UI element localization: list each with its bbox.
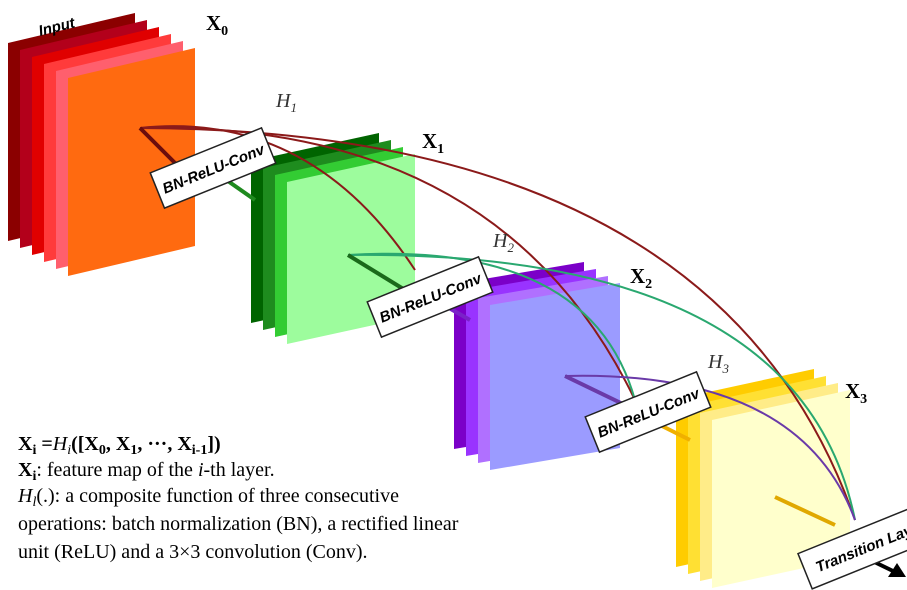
layer-label: X0 (206, 11, 228, 39)
eq-part: X (177, 433, 192, 455)
note-part: operations: batch normalization (BN), a … (18, 513, 459, 535)
note: operations: batch normalization (BN), a … (18, 513, 459, 535)
label-sub: 0 (221, 24, 228, 39)
legend-text: Xi =Hi([X0, X1, ···, Xi-1]) Xi: feature … (17, 433, 459, 563)
note-part: -th layer. (204, 459, 275, 481)
label-sub: 3 (721, 361, 729, 376)
label-main: X (630, 264, 645, 288)
label-sub: 1 (290, 100, 297, 115)
label-main: X (845, 379, 860, 403)
label-sub: 2 (507, 240, 514, 255)
label-main: X (422, 129, 437, 153)
label-main: H (492, 230, 509, 252)
note: Xi: feature map of the i-th layer. (18, 459, 275, 484)
note-part: H (17, 485, 34, 507)
label-sub: 3 (860, 392, 867, 407)
eq-sub: i-1 (192, 443, 208, 458)
eq-part: , (106, 433, 116, 455)
eq-sub: 0 (99, 443, 106, 458)
eq-part: ([ (71, 433, 84, 455)
label-sub: 2 (645, 277, 652, 292)
function-label: H3 (707, 351, 729, 376)
eq-part: , ···, (137, 433, 177, 455)
function-label: H2 (492, 230, 514, 255)
eq-part: X (84, 433, 99, 455)
note-part: (.): a composite function of three conse… (36, 485, 399, 507)
label-main: H (707, 351, 724, 373)
equation: Xi =Hi([X0, X1, ···, Xi-1]) (18, 433, 221, 458)
layer-label: X2 (630, 264, 652, 292)
eq-part: X (116, 433, 131, 455)
eq-part: ]) (207, 433, 220, 455)
note-part: : feature map of the (36, 459, 198, 481)
layer-label: X3 (845, 379, 867, 407)
layer-label: X1 (422, 129, 444, 157)
label-main: H (275, 90, 292, 112)
function-label: H1 (275, 90, 297, 115)
label-sub: 1 (437, 142, 444, 157)
label-main: X (206, 11, 221, 35)
eq-sub: 1 (130, 443, 137, 458)
eq-part: X (18, 433, 33, 455)
note-part: X (18, 459, 33, 481)
eq-part: = (36, 433, 52, 455)
note: Hl(.): a composite function of three con… (17, 485, 399, 510)
note: unit (ReLU) and a 3×3 convolution (Conv)… (18, 541, 368, 563)
eq-part: H (52, 433, 69, 455)
diagram: BN-ReLU-ConvBN-ReLU-ConvBN-ReLU-ConvTran… (0, 0, 907, 590)
note-part: unit (ReLU) and a 3×3 convolution (Conv)… (18, 541, 368, 563)
